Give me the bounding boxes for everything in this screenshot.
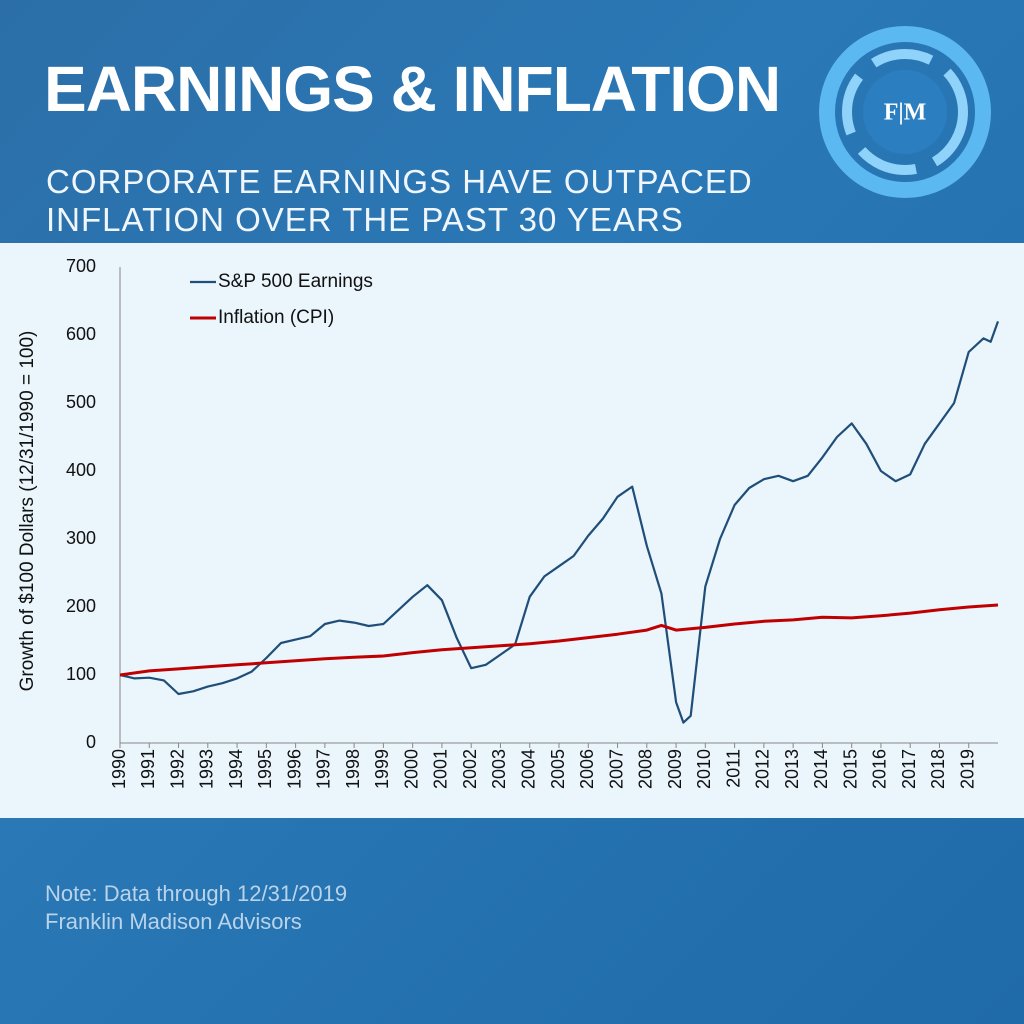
chart-background	[0, 243, 1024, 818]
x-tick-label: 1996	[284, 749, 304, 789]
x-tick-label: 2017	[899, 749, 919, 789]
x-tick-label: 2007	[606, 749, 626, 789]
x-tick-label: 1993	[197, 749, 217, 789]
note: Franklin Madison Advisors	[45, 909, 302, 934]
x-tick-label: 1999	[372, 749, 392, 789]
x-tick-label: 2009	[665, 749, 685, 789]
y-tick-label: 700	[66, 256, 96, 276]
x-tick-label: 2002	[460, 749, 480, 789]
x-tick-label: 2001	[431, 749, 451, 789]
x-tick-label: 2015	[840, 749, 860, 789]
x-tick-label: 2000	[401, 749, 421, 789]
x-tick-label: 1992	[167, 749, 187, 789]
x-tick-label: 2012	[753, 749, 773, 789]
series-line	[119, 321, 1000, 724]
x-tick-label: 1994	[226, 749, 246, 789]
x-tick-label: 2010	[694, 749, 714, 789]
logo-ring	[819, 26, 991, 198]
x-tick-label: 1998	[343, 749, 363, 789]
y-tick-label: 600	[66, 324, 96, 344]
y-tick-label: 300	[66, 528, 96, 548]
x-tick-label: 2018	[928, 749, 948, 789]
x-tick-label: 2006	[577, 749, 597, 789]
x-tick-label: 2016	[870, 749, 890, 789]
x-tick-label: 1995	[255, 749, 275, 789]
y-tick-label: 500	[66, 392, 96, 412]
title: EARNINGS & INFLATION	[44, 53, 781, 125]
notes: Note: Data through 12/31/2019 Franklin M…	[45, 880, 347, 936]
y-axis-label: Growth of $100 Dollars (12/31/1990 = 100…	[17, 331, 38, 692]
x-tick-label: 2008	[636, 749, 656, 789]
x-tick-label: 2014	[811, 749, 831, 789]
y-tick-label: 0	[86, 732, 96, 752]
x-tick-label: 2004	[518, 749, 538, 789]
legend-label: S&P 500 Earnings	[218, 271, 373, 292]
x-tick-label: 1991	[138, 749, 158, 789]
note: Note: Data through 12/31/2019	[45, 881, 348, 906]
y-tick-label: 200	[66, 596, 96, 616]
x-tick-label: 2003	[489, 749, 509, 789]
chart: 0 100 200 300 400 500 600 700 1990 1991 1992 1993 19…	[0, 243, 1024, 818]
x-tick-label: 2005	[548, 749, 568, 789]
x-tick-label: 2011	[723, 749, 743, 788]
x-tick-label: 2019	[957, 749, 977, 789]
logo-center	[863, 70, 947, 154]
x-tick-label: 1990	[109, 749, 129, 789]
legend-label: Inflation (CPI)	[218, 307, 334, 328]
x-tick-label: 1997	[314, 749, 334, 789]
subtitle: CORPORATE EARNINGS HAVE OUTPACED INFLATI…	[46, 163, 753, 238]
series-line	[119, 603, 999, 677]
x-tick-label: 2013	[782, 749, 802, 789]
y-tick-label: 100	[66, 664, 96, 684]
logo-ring	[842, 49, 968, 175]
logo-text: F|M	[884, 100, 927, 126]
y-tick-label: 400	[66, 460, 96, 480]
logo: F|M	[819, 26, 991, 198]
